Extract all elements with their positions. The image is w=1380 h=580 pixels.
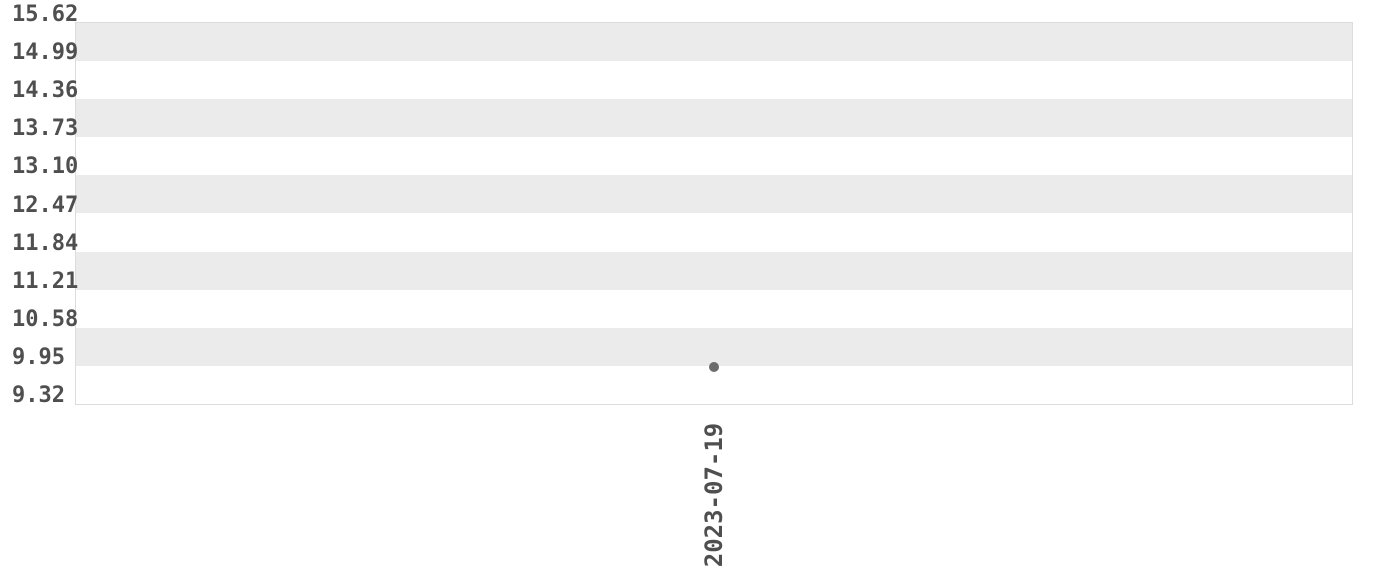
y-tick-label: 11.21 [12, 268, 79, 294]
grid-band [76, 251, 1352, 290]
x-tick-label: 2023-07-19 [700, 422, 728, 568]
grid-band [76, 366, 1352, 404]
y-tick-label: 15.62 [12, 2, 79, 27]
plot-area [75, 22, 1353, 405]
y-tick-label: 12.47 [12, 192, 79, 218]
y-tick-label: 13.73 [12, 116, 79, 142]
grid-band [76, 327, 1352, 366]
y-tick-label: 14.99 [12, 40, 79, 66]
grid-band [76, 290, 1352, 328]
grid-band [76, 137, 1352, 175]
y-tick-label: 14.36 [12, 78, 79, 104]
grid-band [76, 214, 1352, 252]
grid-band [76, 175, 1352, 214]
y-tick-label: 13.10 [12, 154, 79, 180]
y-tick-label: 10.58 [12, 306, 79, 332]
grid-band [76, 61, 1352, 99]
y-tick-label: 11.84 [12, 230, 79, 256]
grid-band [76, 99, 1352, 138]
y-tick-label: 9.95 [12, 344, 65, 370]
grid-band [76, 23, 1352, 62]
data-point[interactable] [709, 361, 719, 372]
y-tick-label: 9.32 [12, 383, 65, 408]
